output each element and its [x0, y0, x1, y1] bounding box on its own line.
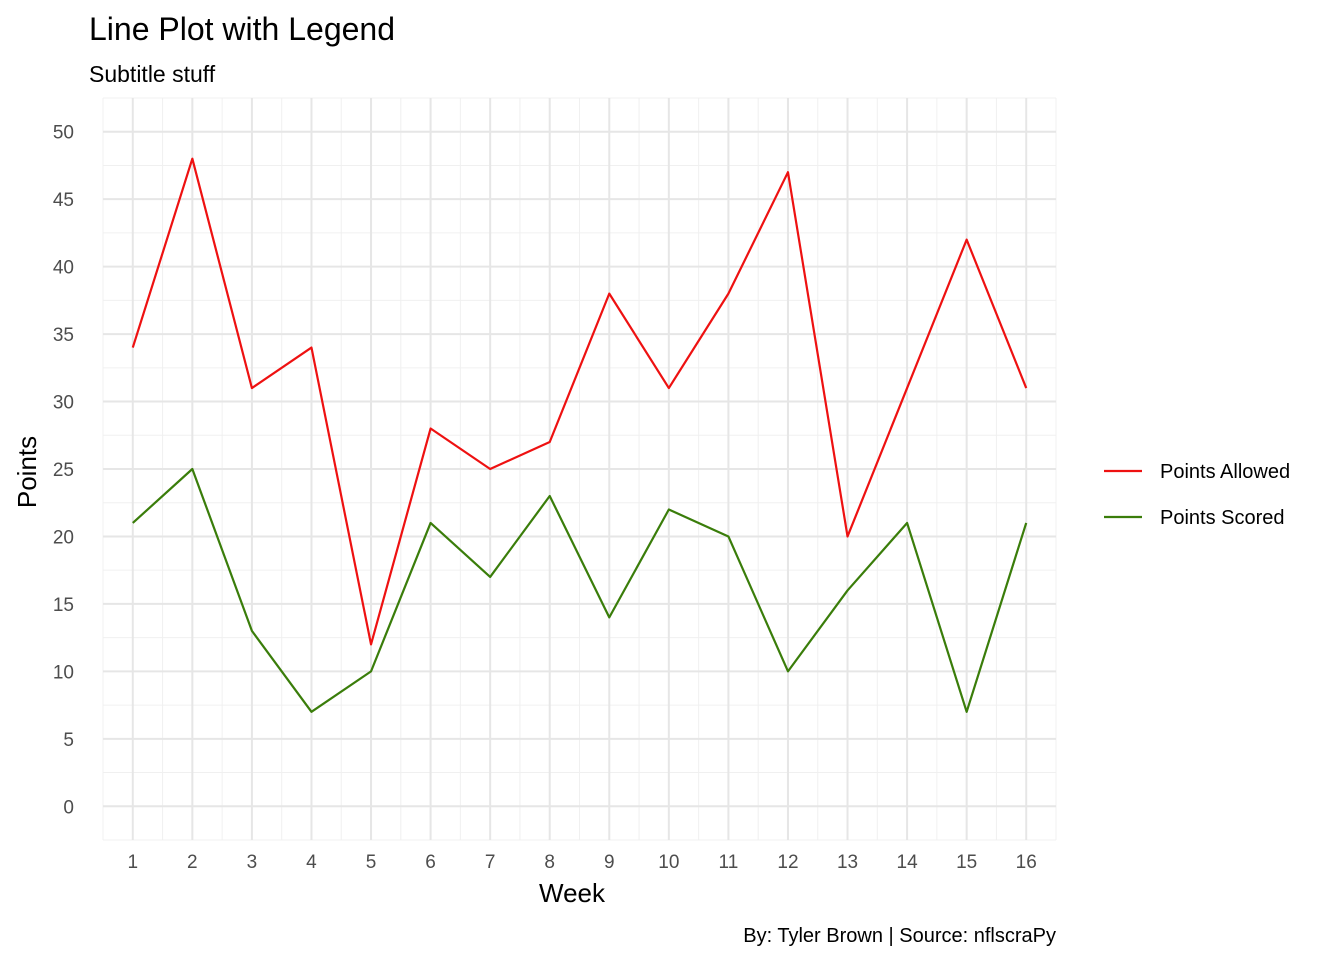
x-tick-label: 10	[658, 852, 679, 873]
x-tick-label: 2	[187, 852, 198, 873]
x-tick-label: 9	[604, 852, 615, 873]
series-lines	[131, 157, 1028, 713]
legend-label: Points Allowed	[1160, 461, 1290, 483]
legend-label: Points Scored	[1160, 507, 1285, 529]
y-tick-label: 30	[53, 393, 74, 414]
y-tick-label: 15	[53, 595, 74, 616]
x-axis-tick-labels: 1 2 3 4 5 6 7 8 9 10 11 12 13 14 15 16	[127, 852, 1036, 873]
x-tick-label: 16	[1016, 852, 1037, 873]
y-tick-label: 5	[63, 730, 74, 751]
y-tick-label: 0	[63, 797, 74, 818]
chart-title: Line Plot with Legend	[89, 11, 395, 47]
x-tick-label: 12	[777, 852, 798, 873]
x-tick-label: 14	[897, 852, 919, 873]
y-axis-label: Points	[12, 436, 42, 508]
x-tick-label: 7	[485, 852, 496, 873]
y-tick-label: 50	[53, 123, 74, 144]
y-tick-label: 10	[53, 662, 74, 683]
series-line	[131, 157, 1028, 646]
x-tick-label: 1	[127, 852, 138, 873]
x-tick-label: 6	[425, 852, 436, 873]
x-tick-label: 8	[544, 852, 555, 873]
legend: Points Allowed Points Scored	[1104, 461, 1290, 529]
y-tick-label: 40	[53, 258, 74, 279]
y-tick-label: 45	[53, 190, 74, 211]
x-tick-label: 15	[956, 852, 977, 873]
y-tick-label: 20	[53, 527, 74, 548]
x-axis-label: Week	[539, 878, 606, 908]
series-line	[132, 467, 1028, 713]
x-tick-label: 11	[719, 852, 739, 873]
x-tick-label: 3	[247, 852, 258, 873]
chart-subtitle: Subtitle stuff	[89, 61, 216, 87]
x-tick-label: 5	[366, 852, 377, 873]
major-gridlines	[103, 98, 1056, 840]
x-tick-label: 4	[306, 852, 317, 873]
y-tick-label: 25	[53, 460, 74, 481]
chart-caption: By: Tyler Brown | Source: nflscraPy	[743, 925, 1056, 947]
y-tick-label: 35	[53, 325, 74, 346]
x-tick-label: 13	[837, 852, 858, 873]
y-axis-tick-labels: 0 5 10 15 20 25 30 35 40 45 50	[53, 123, 74, 819]
